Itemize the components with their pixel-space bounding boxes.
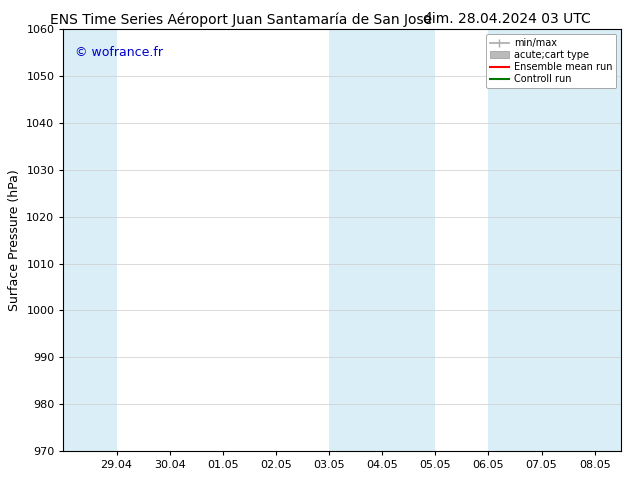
- Bar: [541, 29, 621, 451]
- Legend: min/max, acute;cart type, Ensemble mean run, Controll run: min/max, acute;cart type, Ensemble mean …: [486, 34, 616, 88]
- Bar: [488, 29, 541, 451]
- Bar: [382, 29, 436, 451]
- Bar: [329, 29, 382, 451]
- Y-axis label: Surface Pressure (hPa): Surface Pressure (hPa): [8, 169, 21, 311]
- Text: ENS Time Series Aéroport Juan Santamaría de San José: ENS Time Series Aéroport Juan Santamaría…: [50, 12, 432, 27]
- Text: © wofrance.fr: © wofrance.fr: [75, 46, 162, 59]
- Bar: [63, 29, 117, 451]
- Text: dim. 28.04.2024 03 UTC: dim. 28.04.2024 03 UTC: [424, 12, 591, 26]
